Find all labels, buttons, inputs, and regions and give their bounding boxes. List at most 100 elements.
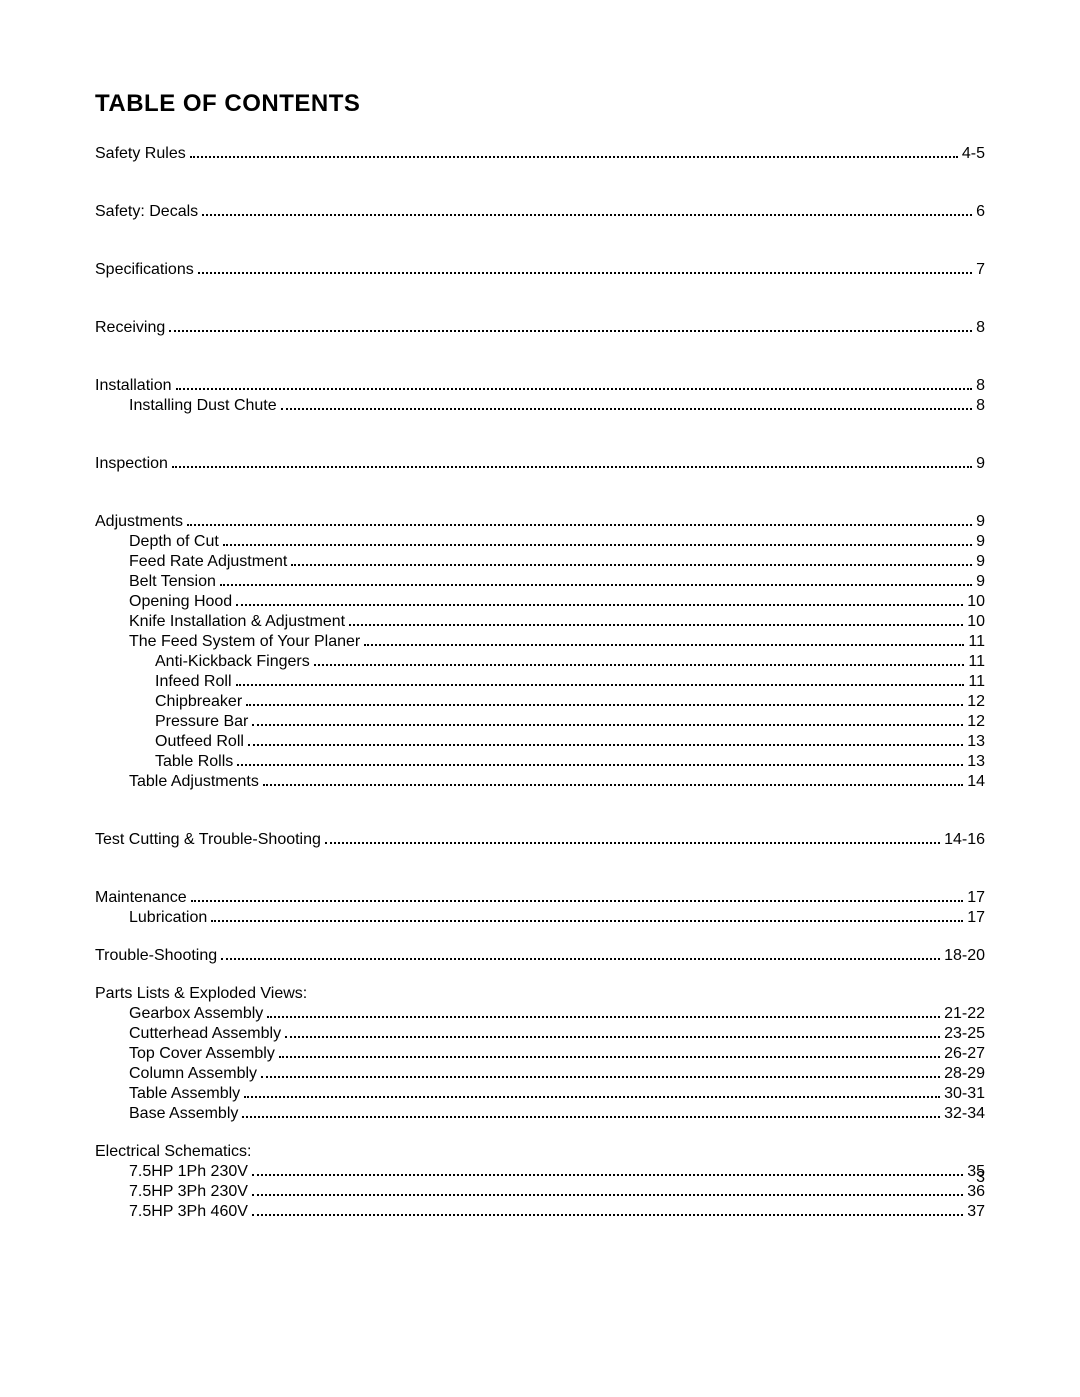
toc-entry-page: 12	[965, 714, 985, 730]
table-of-contents: Safety Rules4-5 Safety: Decals6 Specificat…	[95, 146, 985, 1220]
toc-entry-page: 9	[974, 514, 985, 530]
toc-entry: 7.5HP 3Ph 460V 37	[95, 1204, 985, 1220]
toc-header-label: Parts Lists & Exploded Views:	[95, 986, 309, 1002]
toc-entry: Receiving 8	[95, 320, 985, 336]
toc-entry-label: Anti-Kickback Fingers	[95, 654, 312, 670]
toc-entry: Test Cutting & Trouble-Shooting 14-16	[95, 832, 985, 848]
toc-entry: Anti-Kickback Fingers 11	[95, 654, 985, 670]
toc-entry: Safety Rules4-5	[95, 146, 985, 162]
toc-entry: Depth of Cut 9	[95, 534, 985, 550]
dot-leader	[267, 1016, 940, 1018]
toc-entry: Inspection9	[95, 456, 985, 472]
toc-entry-page: 11	[966, 654, 985, 670]
dot-leader	[252, 1194, 963, 1196]
toc-entry-page: 32-34	[942, 1106, 985, 1122]
toc-entry: 7.5HP 1Ph 230V35	[95, 1164, 985, 1180]
toc-entry-page: 10	[965, 594, 985, 610]
toc-entry-label: Table Rolls	[95, 754, 235, 770]
toc-entry-label: Base Assembly	[95, 1106, 240, 1122]
toc-entry-label: Safety: Decals	[95, 204, 200, 220]
toc-entry-label: Installation	[95, 378, 174, 394]
toc-entry-label: Top Cover Assembly	[95, 1046, 277, 1062]
toc-entry-page: 14-16	[942, 832, 985, 848]
dot-leader	[349, 624, 963, 626]
toc-entry: Infeed Roll11	[95, 674, 985, 690]
toc-entry-page: 12	[965, 694, 985, 710]
dot-leader	[236, 684, 965, 686]
dot-leader	[169, 330, 972, 332]
toc-entry: Safety: Decals6	[95, 204, 985, 220]
toc-entry-label: Pressure Bar	[95, 714, 250, 730]
toc-entry-page: 28-29	[942, 1066, 985, 1082]
toc-entry-label: Lubrication	[95, 910, 209, 926]
toc-entry: Feed Rate Adjustment 9	[95, 554, 985, 570]
toc-entry-label: Receiving	[95, 320, 167, 336]
toc-entry: Table Assembly30-31	[95, 1086, 985, 1102]
toc-entry-label: Knife Installation & Adjustment	[95, 614, 347, 630]
dot-leader	[263, 784, 963, 786]
toc-entry-label: 7.5HP 3Ph 460V	[95, 1204, 250, 1220]
dot-leader	[176, 388, 973, 390]
toc-entry-label: Cutterhead Assembly	[95, 1026, 283, 1042]
toc-entry-page: 9	[974, 534, 985, 550]
dot-leader	[325, 842, 940, 844]
toc-entry: Installation8	[95, 378, 985, 394]
toc-entry-label: Specifications	[95, 262, 196, 278]
dot-leader	[190, 156, 958, 158]
toc-entry-page: 9	[974, 554, 985, 570]
page-title: TABLE OF CONTENTS	[95, 90, 985, 118]
dot-leader	[252, 1214, 963, 1216]
dot-leader	[223, 544, 972, 546]
toc-entry-label: The Feed System of Your Planer	[95, 634, 362, 650]
toc-entry-page: 17	[965, 910, 985, 926]
dot-leader	[252, 724, 963, 726]
toc-entry-page: 7	[974, 262, 985, 278]
toc-entry-page: 8	[974, 398, 985, 414]
toc-entry: Table Adjustments14	[95, 774, 985, 790]
toc-entry-page: 30-31	[942, 1086, 985, 1102]
toc-entry: Table Rolls 13	[95, 754, 985, 770]
toc-entry-label: Installing Dust Chute	[95, 398, 279, 414]
toc-entry: Pressure Bar 12	[95, 714, 985, 730]
toc-entry: The Feed System of Your Planer11	[95, 634, 985, 650]
toc-entry-label: Trouble-Shooting	[95, 948, 219, 964]
toc-entry-label: Chipbreaker	[95, 694, 244, 710]
toc-entry: Specifications 7	[95, 262, 985, 278]
toc-entry-page: 21-22	[942, 1006, 985, 1022]
toc-entry: Column Assembly 28-29	[95, 1066, 985, 1082]
toc-entry: Outfeed Roll 13	[95, 734, 985, 750]
dot-leader	[211, 920, 963, 922]
dot-leader	[279, 1056, 940, 1058]
toc-entry-label: Opening Hood	[95, 594, 234, 610]
toc-entry-page: 26-27	[942, 1046, 985, 1062]
toc-entry: Chipbreaker 12	[95, 694, 985, 710]
toc-entry-page: 9	[974, 574, 985, 590]
dot-leader	[236, 604, 963, 606]
toc-entry-page: 4-5	[960, 146, 985, 162]
toc-entry-label: Feed Rate Adjustment	[95, 554, 289, 570]
toc-entry-label: Adjustments	[95, 514, 185, 530]
toc-entry-label: Depth of Cut	[95, 534, 221, 550]
toc-entry: Maintenance17	[95, 890, 985, 906]
toc-entry-label: Belt Tension	[95, 574, 218, 590]
toc-entry-label: Outfeed Roll	[95, 734, 246, 750]
toc-entry: Lubrication 17	[95, 910, 985, 926]
dot-leader	[291, 564, 972, 566]
toc-entry-label: 7.5HP 1Ph 230V	[95, 1164, 250, 1180]
toc-entry-page: 37	[965, 1204, 985, 1220]
toc-entry: 7.5HP 3Ph 230V36	[95, 1184, 985, 1200]
toc-entry: Belt Tension 9	[95, 574, 985, 590]
toc-entry-label: Column Assembly	[95, 1066, 259, 1082]
toc-section-header: Parts Lists & Exploded Views:	[95, 986, 985, 1002]
toc-entry-page: 13	[965, 754, 985, 770]
dot-leader	[248, 744, 963, 746]
dot-leader	[191, 900, 964, 902]
dot-leader	[198, 272, 972, 274]
toc-entry-page: 8	[974, 320, 985, 336]
toc-entry-label: Test Cutting & Trouble-Shooting	[95, 832, 323, 848]
toc-entry-page: 23-25	[942, 1026, 985, 1042]
dot-leader	[364, 644, 964, 646]
toc-entry-page: 11	[966, 674, 985, 690]
toc-entry-page: 13	[965, 734, 985, 750]
toc-entry-label: Maintenance	[95, 890, 189, 906]
